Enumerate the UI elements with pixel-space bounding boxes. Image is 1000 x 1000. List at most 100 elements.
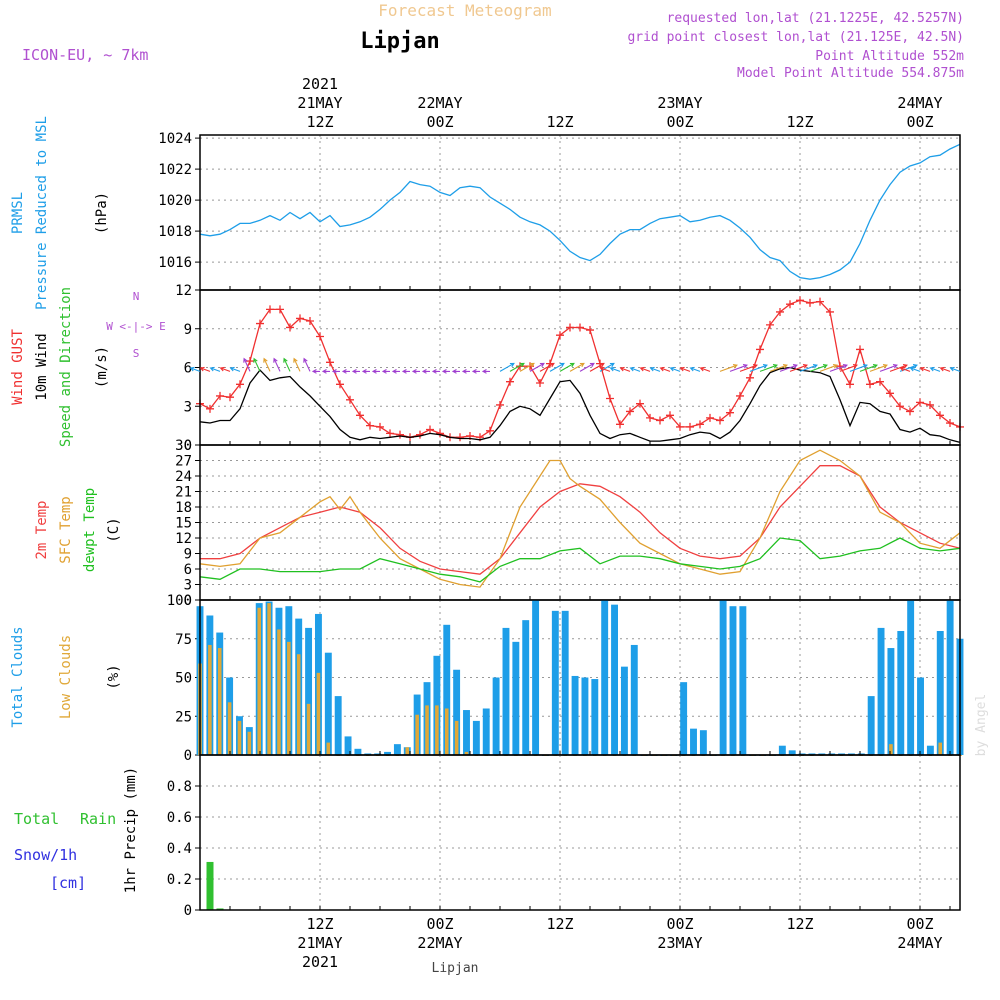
- wind-direction-arrow: [283, 357, 291, 372]
- prmsl-desc-label: Pressure Reduced to MSL: [34, 116, 50, 310]
- total-cloud-bar: [828, 753, 836, 755]
- total-cloud-bar: [502, 627, 510, 755]
- total-cloud-bar: [887, 648, 895, 755]
- bottom-time-label: 00Z: [666, 915, 693, 933]
- y-tick-label: 25: [175, 709, 192, 725]
- wind-direction-arrow: [749, 364, 768, 372]
- total-cloud-bar: [690, 728, 697, 755]
- y-tick-label: 15: [175, 516, 192, 532]
- low-cloud-bar: [217, 648, 222, 755]
- top-time-label: 00Z: [426, 113, 453, 131]
- gust-point: [316, 332, 324, 341]
- gust-point: [606, 394, 614, 403]
- y-tick-label: 1022: [158, 162, 192, 178]
- total-cloud-bar: [492, 677, 500, 755]
- gust-point: [496, 400, 504, 409]
- grid-point-coords: grid point closest lon,lat (21.125E, 42.…: [627, 30, 964, 45]
- total-cloud-bar: [946, 600, 954, 755]
- gust-point: [576, 323, 584, 332]
- y-tick-label: 9: [184, 547, 192, 563]
- total-cloud-bar: [620, 666, 628, 755]
- compass-north-label: N: [133, 290, 140, 303]
- bottom-time-label: 23MAY: [657, 934, 702, 952]
- gust-point: [616, 420, 624, 429]
- y-tick-label: 1016: [158, 255, 192, 271]
- y-tick-label: 1018: [158, 224, 192, 240]
- wind-direction-arrow: [431, 369, 440, 374]
- wind-direction-arrow: [371, 369, 380, 374]
- wind-speed-line: [199, 366, 961, 444]
- wind-direction-arrow: [649, 366, 661, 372]
- panel-frame: [199, 754, 961, 911]
- wind-direction-arrow: [869, 364, 888, 372]
- bottom-time-label: 24MAY: [897, 934, 942, 952]
- y-tick-label: 6: [184, 361, 192, 377]
- side-labels: PRMSL Pressure Reduced to MSL (hPa) Wind GU…: [10, 116, 166, 893]
- gust-point: [626, 407, 634, 416]
- total-cloud-bar: [512, 641, 520, 755]
- gust-point: [696, 420, 704, 429]
- gust-point: [376, 422, 384, 431]
- wind-direction-arrow: [253, 357, 261, 372]
- total-cloud-bar: [808, 753, 816, 755]
- total-cloud-bar: [591, 679, 599, 755]
- total-cloud-bar: [571, 675, 579, 755]
- total-cloud-bar: [680, 682, 688, 755]
- total-label: Total: [14, 810, 59, 828]
- low-cloud-bar: [306, 703, 311, 755]
- compass-we-label: W <-|-> E: [106, 320, 166, 333]
- total-cloud-bar: [453, 669, 461, 755]
- celsius-unit-label: (C): [106, 517, 122, 542]
- low-cloud-bar: [444, 708, 449, 755]
- wind-direction-arrow: [839, 364, 858, 372]
- point-altitude: Point Altitude 552m: [815, 49, 964, 64]
- gust-point: [536, 379, 544, 387]
- wind-direction-arrow: [361, 369, 370, 374]
- wind-direction-arrow: [441, 369, 450, 374]
- cloud-panel: 0 25 50 75 100: [167, 593, 964, 764]
- total-clouds-label: Total Clouds: [10, 626, 26, 727]
- total-cloud-bar: [374, 753, 382, 755]
- wind-direction-arrow: [689, 366, 701, 372]
- gust-point: [636, 399, 644, 408]
- low-cloud-bar: [237, 720, 242, 755]
- gust-point: [656, 416, 664, 425]
- wind-direction-arrow: [789, 364, 808, 372]
- wind-direction-arrow: [199, 366, 211, 372]
- footer-location: Lipjan: [432, 961, 479, 976]
- wind-direction-arrow: [819, 364, 838, 372]
- wind-direction-arrow: [421, 369, 430, 374]
- wind-direction-arrow: [219, 366, 231, 372]
- wind-direction-arrow: [529, 362, 545, 372]
- total-cloud-bar: [630, 644, 638, 755]
- bottom-time-label: 00Z: [426, 915, 453, 933]
- gust-point: [926, 400, 934, 409]
- wind-direction-arrow: [451, 369, 460, 374]
- wind-direction-arrow: [659, 366, 671, 372]
- gust-point: [326, 358, 334, 367]
- y-tick-label: 12: [175, 283, 192, 299]
- bottom-time-label: 12Z: [546, 915, 573, 933]
- top-time-label: 00Z: [666, 113, 693, 131]
- top-time-label: 23MAY: [657, 94, 702, 112]
- total-cloud-bar: [917, 677, 924, 755]
- gust-point: [806, 298, 814, 307]
- y-tick-label: 0: [184, 903, 192, 919]
- gust-point: [396, 430, 404, 439]
- requested-coords: requested lon,lat (21.1225E, 42.5257N): [667, 11, 964, 26]
- wind-direction-arrow: [809, 364, 828, 372]
- wind-direction-arrow: [849, 364, 868, 372]
- gust-point: [256, 319, 264, 328]
- dewpt-line: [199, 537, 961, 583]
- gust-point: [366, 421, 374, 430]
- total-cloud-bar: [897, 631, 905, 755]
- low-cloud-bar: [257, 607, 261, 755]
- wind-direction-arrow: [311, 369, 320, 374]
- wind-direction-arrow: [589, 362, 605, 372]
- low-cloud-bar: [296, 654, 301, 755]
- y-tick-label: 3: [184, 578, 192, 594]
- gust-point: [936, 411, 944, 420]
- wind-direction-arrow: [769, 364, 788, 372]
- low-cloud-bar: [247, 731, 252, 755]
